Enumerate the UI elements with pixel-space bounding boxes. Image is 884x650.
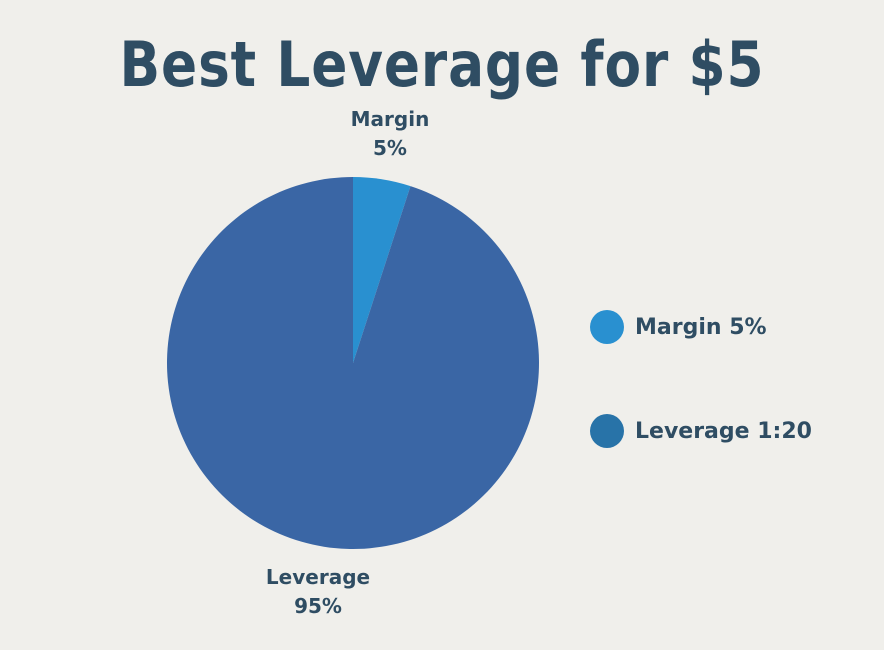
legend-label-leverage: Leverage 1:20 [635, 418, 812, 444]
chart-title: Best Leverage for $5 [119, 28, 765, 101]
slice-label-margin-name: Margin [350, 107, 430, 131]
slice-label-leverage-name: Leverage [265, 565, 371, 589]
pie-slice-leverage [167, 177, 540, 549]
slice-label-leverage: Leverage 95% [238, 563, 398, 621]
legend-swatch-leverage [590, 414, 624, 448]
slice-label-margin-value: 5% [373, 136, 407, 160]
legend-swatch-margin [590, 310, 624, 344]
legend: Margin 5% Leverage 1:20 [590, 310, 812, 518]
legend-label-margin: Margin 5% [635, 314, 767, 340]
legend-item-margin: Margin 5% [590, 310, 812, 344]
slice-label-margin: Margin 5% [310, 105, 470, 163]
pie-slice-margin [353, 177, 411, 363]
slice-label-leverage-value: 95% [294, 594, 342, 618]
legend-item-leverage: Leverage 1:20 [590, 414, 812, 448]
